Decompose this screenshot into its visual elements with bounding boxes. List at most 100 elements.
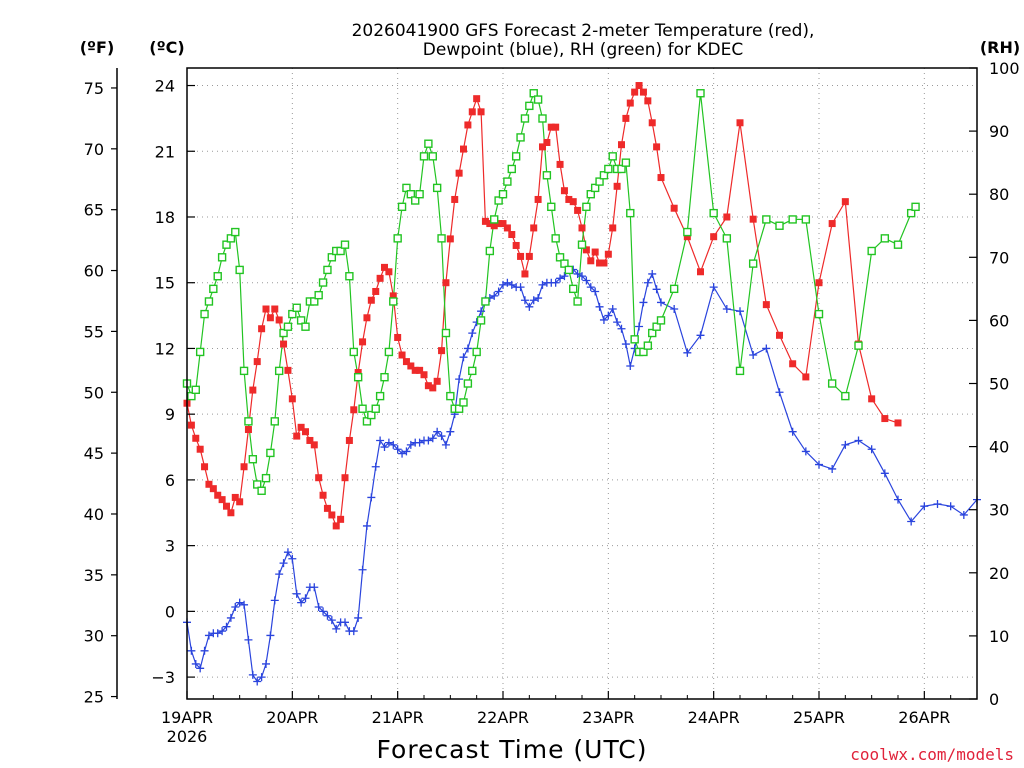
temperature-point bbox=[253, 358, 261, 366]
temperature-point bbox=[618, 141, 625, 149]
relative-humidity-point bbox=[384, 347, 394, 357]
temperature-point bbox=[815, 279, 823, 287]
relative-humidity-point bbox=[446, 391, 455, 401]
dewpoint-point bbox=[867, 445, 876, 454]
dewpoint-point bbox=[398, 449, 407, 458]
temperature-point bbox=[293, 432, 301, 440]
relative-humidity-point bbox=[402, 183, 411, 193]
relative-humidity-point bbox=[283, 322, 293, 331]
dewpoint-point bbox=[415, 438, 424, 447]
rh-tick-label: 90 bbox=[989, 122, 1009, 141]
relative-humidity-point bbox=[463, 379, 473, 388]
temperature-point bbox=[372, 287, 380, 295]
relative-humidity-point bbox=[411, 196, 420, 205]
relative-humidity-point bbox=[485, 246, 495, 256]
relative-humidity-point bbox=[841, 391, 850, 401]
dewpoint-point bbox=[762, 344, 771, 353]
temperature-point bbox=[622, 114, 630, 122]
dewpoint-point bbox=[828, 464, 837, 473]
temperature-point bbox=[332, 522, 340, 530]
relative-humidity-point bbox=[621, 158, 631, 167]
temperature-point bbox=[697, 268, 704, 276]
relative-humidity-point bbox=[375, 391, 385, 401]
celsius-tick-label: 12 bbox=[155, 339, 175, 358]
dewpoint-point bbox=[736, 307, 744, 316]
temperature-point bbox=[644, 97, 652, 105]
dewpoint-point bbox=[275, 570, 284, 579]
dewpoint-point bbox=[582, 276, 591, 285]
dewpoint-point bbox=[578, 272, 586, 281]
relative-humidity-point bbox=[511, 152, 521, 161]
dewpoint-point bbox=[371, 462, 380, 471]
dewpoint-point bbox=[907, 517, 916, 526]
temperature-point bbox=[841, 198, 849, 206]
temperature-point bbox=[525, 252, 533, 260]
temperature-point bbox=[240, 463, 248, 471]
temperature-point bbox=[341, 474, 349, 482]
dewpoint-point bbox=[880, 469, 889, 478]
relative-humidity-point bbox=[358, 404, 367, 413]
temperature-point bbox=[227, 509, 235, 517]
dewpoint-point bbox=[354, 613, 363, 622]
temperature-point bbox=[411, 366, 419, 374]
temperature-point bbox=[266, 314, 274, 322]
temperature-point bbox=[543, 138, 551, 146]
x-tick-label: 19APR bbox=[161, 708, 213, 727]
dewpoint-point bbox=[283, 548, 292, 557]
x-tick-label: 20APR bbox=[266, 708, 318, 727]
relative-humidity-point bbox=[551, 234, 560, 243]
dewpoint-point bbox=[933, 500, 942, 509]
rh-tick-label: 40 bbox=[989, 438, 1009, 457]
dewpoint-point bbox=[534, 294, 543, 303]
relative-humidity-point bbox=[481, 297, 490, 306]
temperature-point bbox=[385, 268, 393, 276]
x-tick-label: 22APR bbox=[477, 708, 529, 727]
relative-humidity-point bbox=[529, 89, 538, 98]
x-tick-label: 23APR bbox=[582, 708, 634, 727]
dewpoint-point bbox=[380, 443, 389, 452]
temperature-point bbox=[635, 82, 643, 90]
fahrenheit-tick-label: 60 bbox=[84, 262, 104, 281]
x-tick-label: 24APR bbox=[688, 708, 740, 727]
dewpoint-point bbox=[327, 616, 336, 625]
temperature-point bbox=[530, 224, 538, 232]
temperature-point bbox=[539, 143, 546, 151]
chart-title-line1: 2026041900 GFS Forecast 2-meter Temperat… bbox=[352, 21, 815, 41]
relative-humidity-point bbox=[454, 404, 464, 413]
temperature-point bbox=[591, 248, 599, 256]
relative-humidity-point bbox=[735, 366, 745, 376]
temperature-point bbox=[789, 360, 797, 368]
dewpoint-point bbox=[200, 646, 209, 655]
temperature-point bbox=[249, 386, 257, 394]
dewpoint-point bbox=[240, 600, 249, 609]
relative-humidity-point bbox=[827, 379, 837, 388]
plot-frame bbox=[186, 67, 978, 700]
relative-humidity-point bbox=[367, 410, 376, 420]
relative-humidity-point bbox=[261, 473, 271, 483]
relative-humidity-point bbox=[353, 372, 363, 382]
relative-humidity-point bbox=[419, 152, 429, 161]
dewpoint-point bbox=[187, 646, 196, 655]
dewpoint-point bbox=[595, 302, 604, 311]
relative-humidity-point bbox=[235, 265, 244, 275]
rh-unit-label: (RH) bbox=[980, 38, 1020, 57]
temperature-point bbox=[271, 305, 279, 313]
dewpoint-point bbox=[775, 388, 784, 397]
temperature-point bbox=[521, 270, 529, 278]
dewpoint-point bbox=[696, 331, 705, 340]
celsius-tick-label: 18 bbox=[155, 208, 175, 227]
dewpoint-point bbox=[608, 305, 617, 314]
dewpoint-point bbox=[573, 269, 582, 278]
dewpoint-point bbox=[635, 322, 644, 331]
x-tick-label: 26APR bbox=[898, 708, 950, 727]
relative-humidity-point bbox=[573, 297, 582, 306]
rh-tick-label: 20 bbox=[989, 564, 1009, 583]
relative-humidity-point bbox=[266, 448, 275, 458]
relative-humidity-point bbox=[906, 208, 916, 218]
relative-humidity-point bbox=[393, 234, 402, 243]
dewpoint-point bbox=[402, 447, 411, 456]
relative-humidity-point bbox=[762, 215, 771, 224]
dewpoint-point bbox=[226, 613, 235, 622]
relative-humidity-point bbox=[525, 101, 534, 111]
dewpoint-point bbox=[529, 296, 538, 305]
